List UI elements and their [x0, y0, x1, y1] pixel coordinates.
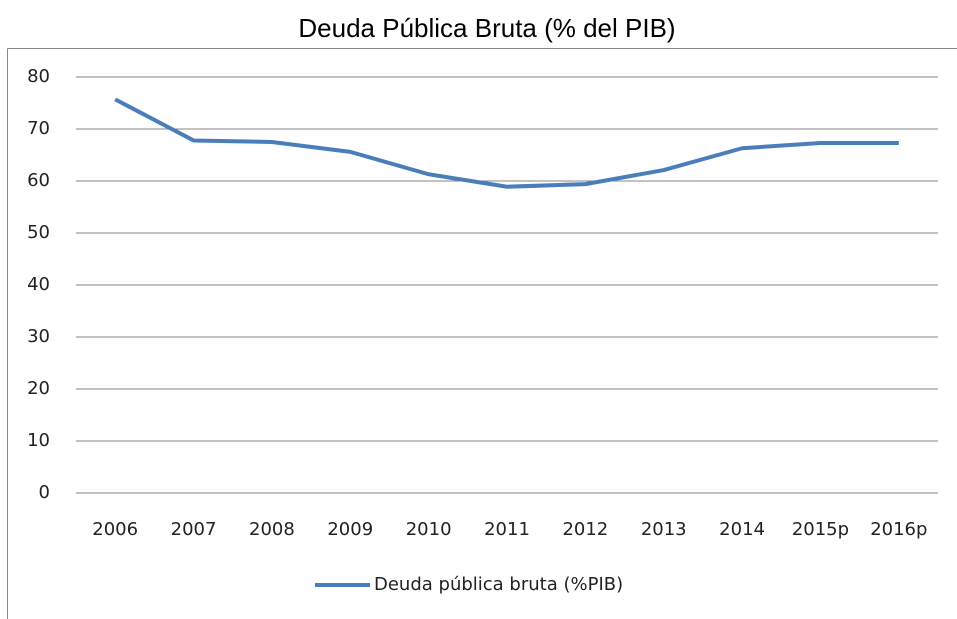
line-series — [114, 97, 899, 189]
y-tick-label: 50 — [27, 222, 50, 243]
x-tick-label: 2007 — [171, 519, 217, 540]
chart-title: Deuda Pública Bruta (% del PIB) — [298, 13, 675, 43]
x-tick-label: 2016p — [870, 519, 927, 540]
x-tick-label: 2008 — [249, 519, 295, 540]
x-tick-label: 2013 — [641, 519, 687, 540]
x-tick-label: 2006 — [92, 519, 138, 540]
y-tick-label: 20 — [27, 378, 50, 399]
x-tick-label: 2010 — [406, 519, 452, 540]
x-tick-label: 2014 — [719, 519, 765, 540]
x-tick-label: 2015p — [792, 519, 849, 540]
y-tick-label: 10 — [27, 430, 50, 451]
y-tick-label: 0 — [39, 482, 50, 503]
y-tick-label: 40 — [27, 274, 50, 295]
y-tick-label: 70 — [27, 118, 50, 139]
y-tick-label: 30 — [27, 326, 50, 347]
x-tick-label: 2012 — [562, 519, 608, 540]
x-tick-label: 2011 — [484, 519, 530, 540]
y-tick-label: 80 — [27, 66, 50, 87]
x-tick-label: 2009 — [327, 519, 373, 540]
legend-label: Deuda pública bruta (%PIB) — [374, 574, 623, 595]
y-tick-label: 60 — [27, 170, 50, 191]
